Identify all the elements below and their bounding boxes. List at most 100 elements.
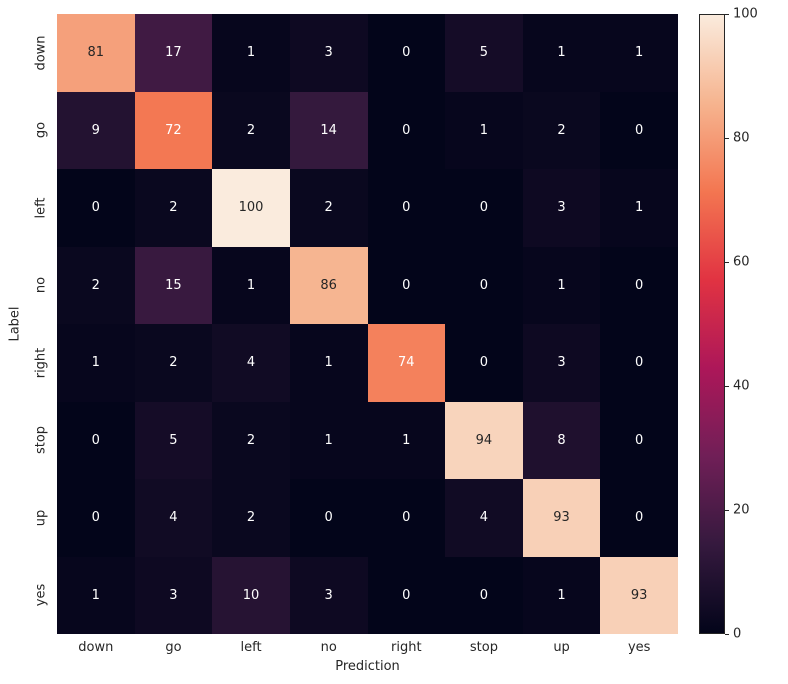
cell-annotation: 0 [402,587,411,603]
cell-annotation: 93 [553,510,570,526]
heatmap-cell: 8 [522,401,601,479]
cell-annotation: 17 [165,45,182,61]
colorbar-tick-label: 0 [733,626,742,642]
cell-annotation: 8 [557,432,566,448]
cell-annotation: 0 [479,355,489,371]
heatmap-cell: 0 [445,324,523,402]
y-tick-label: yes [33,584,49,607]
cell-annotation: 1 [324,432,333,448]
cell-annotation: 9 [91,122,100,138]
heatmap-cell: 4 [134,479,213,557]
cell-annotation: 1 [246,277,256,293]
heatmap-cell: 2 [134,324,213,402]
cell-annotation: 0 [402,122,411,138]
cell-annotation: 1 [402,432,411,448]
cell-annotation: 3 [324,587,333,603]
heatmap-cell: 3 [289,556,368,634]
heatmap-cell: 1 [600,169,678,247]
heatmap-cell: 0 [600,401,678,479]
heatmap-cell: 4 [212,324,290,402]
heatmap-cell: 1 [57,556,135,634]
heatmap-cell: 14 [289,91,368,169]
heatmap-cell: 0 [57,169,135,247]
cell-annotation: 1 [635,45,644,61]
x-tick-label: down [78,640,114,655]
cell-annotation: 0 [479,587,489,603]
cell-annotation: 1 [91,355,100,371]
heatmap-cell: 4 [445,479,523,557]
heatmap-cell: 1 [367,401,446,479]
cell-annotation: 0 [91,432,100,448]
cell-annotation: 1 [557,45,566,61]
heatmap-cell: 94 [445,401,523,479]
cell-annotation: 81 [87,45,105,61]
heatmap-cell: 0 [57,479,135,557]
y-tick-label: up [33,509,49,527]
colorbar-gradient [700,15,724,633]
cell-annotation: 0 [91,510,100,526]
heatmap-cell: 9 [57,91,135,169]
heatmap-cell: 1 [289,324,368,402]
colorbar-tick-mark [725,261,729,263]
cell-annotation: 1 [324,355,333,371]
heatmap-cell: 15 [134,246,213,324]
heatmap-cell: 0 [600,91,678,169]
heatmap-cell: 0 [600,324,678,402]
heatmap-cell: 2 [212,91,290,169]
cell-annotation: 1 [91,587,100,603]
heatmap-grid: 81 17 1 3 0 5 1 1 9 72 2 14 0 1 2 0 0 2 100 2 0 0 3 1 2 15 1 86 0 0 1 0… [57,14,678,634]
y-tick-label: go [33,122,49,139]
cell-annotation: 0 [635,277,644,293]
heatmap-cell: 2 [289,169,368,247]
colorbar-tick-mark [725,633,729,635]
y-axis-title: Label [7,306,23,342]
cell-annotation: 93 [630,587,648,603]
heatmap-cell: 81 [57,14,135,92]
cell-annotation: 0 [91,200,100,216]
colorbar [699,14,725,634]
cell-annotation: 3 [169,587,178,603]
cell-annotation: 0 [324,510,333,526]
cell-annotation: 2 [91,277,100,293]
cell-annotation: 2 [246,432,256,448]
cell-annotation: 2 [169,200,178,216]
cell-annotation: 4 [479,510,489,526]
heatmap-cell: 0 [57,401,135,479]
x-tick-label: stop [469,640,498,655]
heatmap-cell: 86 [289,246,368,324]
cell-annotation: 1 [557,587,566,603]
cell-annotation: 2 [169,355,178,371]
heatmap-cell: 17 [134,14,213,92]
heatmap-cell: 5 [445,14,523,92]
heatmap-cell: 2 [212,401,290,479]
heatmap-cell: 5 [134,401,213,479]
cell-annotation: 2 [246,510,256,526]
cell-annotation: 0 [402,277,411,293]
y-tick-label: no [33,277,49,294]
x-tick-label: right [391,640,422,655]
colorbar-tick-mark [725,137,729,139]
heatmap-cell: 0 [600,479,678,557]
cell-annotation: 4 [246,355,256,371]
y-tick-label: down [33,35,49,71]
heatmap-cell: 1 [522,246,601,324]
cell-annotation: 1 [479,122,489,138]
heatmap-cell: 2 [212,479,290,557]
heatmap-cell: 2 [134,169,213,247]
heatmap-cell: 0 [289,479,368,557]
heatmap-cell: 93 [522,479,601,557]
heatmap-cell: 0 [367,556,446,634]
x-axis-title: Prediction [335,659,400,674]
heatmap-cell: 1 [600,14,678,92]
heatmap-cell: 93 [600,556,678,634]
cell-annotation: 14 [320,122,337,138]
heatmap-cell: 0 [367,14,446,92]
cell-annotation: 0 [635,432,644,448]
colorbar-tick-label: 60 [733,254,750,270]
cell-annotation: 2 [324,200,333,216]
cell-annotation: 1 [635,200,644,216]
heatmap-cell: 3 [522,324,601,402]
heatmap-cell: 1 [212,246,290,324]
cell-annotation: 4 [169,510,178,526]
